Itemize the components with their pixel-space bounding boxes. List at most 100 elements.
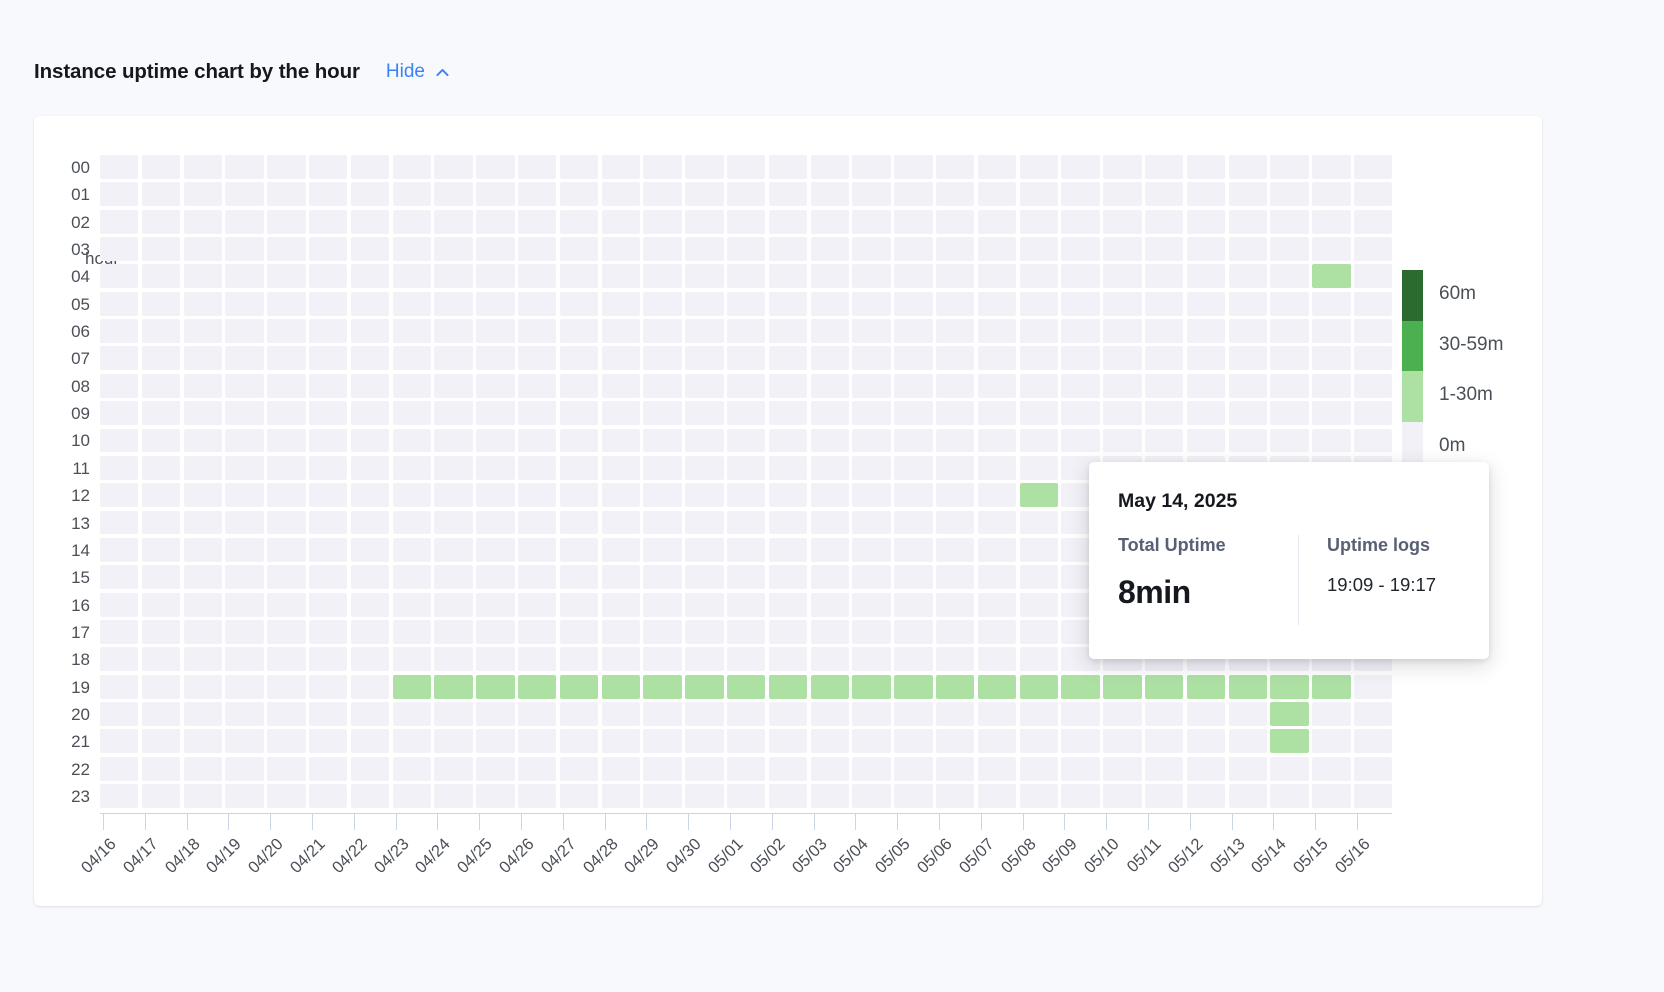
heatmap-cell[interactable]	[1186, 729, 1226, 754]
heatmap-cell[interactable]	[727, 401, 766, 426]
heatmap-cell[interactable]	[1312, 401, 1351, 426]
heatmap-cell[interactable]	[727, 619, 766, 644]
heatmap-cell[interactable]	[810, 756, 849, 781]
heatmap-cell[interactable]	[392, 537, 431, 562]
heatmap-cell[interactable]	[1354, 264, 1393, 289]
heatmap-cell[interactable]	[1228, 346, 1267, 371]
heatmap-cell[interactable]	[685, 291, 724, 316]
heatmap-cell[interactable]	[100, 319, 139, 344]
heatmap-cell[interactable]	[727, 428, 766, 453]
heatmap-cell[interactable]	[267, 619, 306, 644]
heatmap-cell[interactable]	[476, 729, 515, 754]
heatmap-cell[interactable]	[225, 647, 264, 672]
heatmap-cell[interactable]	[810, 291, 849, 316]
heatmap-cell[interactable]	[309, 346, 348, 371]
heatmap-cell[interactable]	[392, 565, 431, 590]
heatmap-cell[interactable]	[350, 756, 390, 781]
heatmap-cell[interactable]	[727, 537, 766, 562]
heatmap-cell[interactable]	[685, 401, 724, 426]
heatmap-cell[interactable]	[267, 455, 306, 480]
heatmap-cell[interactable]	[894, 401, 933, 426]
heatmap-cell[interactable]	[894, 647, 933, 672]
heatmap-cell[interactable]	[476, 264, 515, 289]
heatmap-cell[interactable]	[141, 702, 181, 726]
heatmap-cell[interactable]	[350, 565, 390, 590]
heatmap-cell[interactable]	[1228, 674, 1267, 699]
heatmap-cell[interactable]	[894, 237, 933, 261]
heatmap-cell[interactable]	[1186, 401, 1226, 426]
heatmap-cell[interactable]	[559, 155, 599, 179]
heatmap-cell[interactable]	[1061, 237, 1100, 261]
heatmap-cell[interactable]	[392, 702, 431, 726]
heatmap-cell[interactable]	[643, 592, 682, 617]
heatmap-cell[interactable]	[894, 784, 933, 808]
heatmap-cell[interactable]	[894, 674, 933, 699]
heatmap-cell[interactable]	[936, 784, 975, 808]
heatmap-cell[interactable]	[685, 756, 724, 781]
heatmap-cell[interactable]	[643, 455, 682, 480]
heatmap-cell[interactable]	[183, 155, 222, 179]
heatmap-cell[interactable]	[350, 592, 390, 617]
heatmap-cell[interactable]	[685, 209, 724, 234]
heatmap-cell[interactable]	[1312, 784, 1351, 808]
heatmap-cell[interactable]	[768, 619, 808, 644]
heatmap-cell[interactable]	[141, 182, 181, 207]
heatmap-cell[interactable]	[1061, 182, 1100, 207]
heatmap-cell[interactable]	[1061, 784, 1100, 808]
heatmap-cell[interactable]	[1270, 428, 1309, 453]
heatmap-cell[interactable]	[810, 264, 849, 289]
heatmap-cell[interactable]	[936, 483, 975, 508]
heatmap-cell[interactable]	[183, 373, 222, 398]
heatmap-cell[interactable]	[1270, 702, 1309, 726]
heatmap-cell[interactable]	[768, 428, 808, 453]
heatmap-cell[interactable]	[392, 428, 431, 453]
heatmap-cell[interactable]	[518, 729, 557, 754]
heatmap-cell[interactable]	[476, 702, 515, 726]
heatmap-cell[interactable]	[601, 373, 640, 398]
heatmap-cell[interactable]	[643, 537, 682, 562]
heatmap-cell[interactable]	[852, 401, 891, 426]
heatmap-cell[interactable]	[1019, 264, 1058, 289]
heatmap-cell[interactable]	[225, 619, 264, 644]
heatmap-cell[interactable]	[1270, 674, 1309, 699]
heatmap-cell[interactable]	[1061, 373, 1100, 398]
heatmap-cell[interactable]	[1354, 784, 1393, 808]
heatmap-cell[interactable]	[1145, 291, 1184, 316]
heatmap-cell[interactable]	[100, 784, 139, 808]
heatmap-cell[interactable]	[100, 428, 139, 453]
heatmap-cell[interactable]	[1019, 702, 1058, 726]
heatmap-cell[interactable]	[1145, 373, 1184, 398]
heatmap-cell[interactable]	[894, 592, 933, 617]
heatmap-cell[interactable]	[141, 674, 181, 699]
heatmap-cell[interactable]	[936, 592, 975, 617]
heatmap-cell[interactable]	[309, 756, 348, 781]
heatmap-cell[interactable]	[601, 483, 640, 508]
heatmap-cell[interactable]	[601, 592, 640, 617]
heatmap-cell[interactable]	[267, 291, 306, 316]
heatmap-cell[interactable]	[141, 428, 181, 453]
heatmap-cell[interactable]	[601, 291, 640, 316]
heatmap-cell[interactable]	[810, 373, 849, 398]
heatmap-cell[interactable]	[894, 291, 933, 316]
heatmap-cell[interactable]	[977, 510, 1017, 535]
heatmap-cell[interactable]	[559, 784, 599, 808]
heatmap-cell[interactable]	[1145, 319, 1184, 344]
heatmap-cell[interactable]	[936, 182, 975, 207]
heatmap-cell[interactable]	[601, 510, 640, 535]
heatmap-cell[interactable]	[518, 182, 557, 207]
heatmap-cell[interactable]	[1019, 237, 1058, 261]
heatmap-cell[interactable]	[810, 619, 849, 644]
heatmap-cell[interactable]	[852, 237, 891, 261]
heatmap-cell[interactable]	[141, 319, 181, 344]
heatmap-cell[interactable]	[1270, 209, 1309, 234]
heatmap-cell[interactable]	[1186, 209, 1226, 234]
heatmap-cell[interactable]	[810, 237, 849, 261]
heatmap-cell[interactable]	[225, 155, 264, 179]
heatmap-cell[interactable]	[852, 264, 891, 289]
heatmap-cell[interactable]	[810, 182, 849, 207]
heatmap-cell[interactable]	[768, 346, 808, 371]
heatmap-cell[interactable]	[100, 209, 139, 234]
heatmap-cell[interactable]	[727, 264, 766, 289]
heatmap-cell[interactable]	[225, 401, 264, 426]
heatmap-cell[interactable]	[810, 647, 849, 672]
